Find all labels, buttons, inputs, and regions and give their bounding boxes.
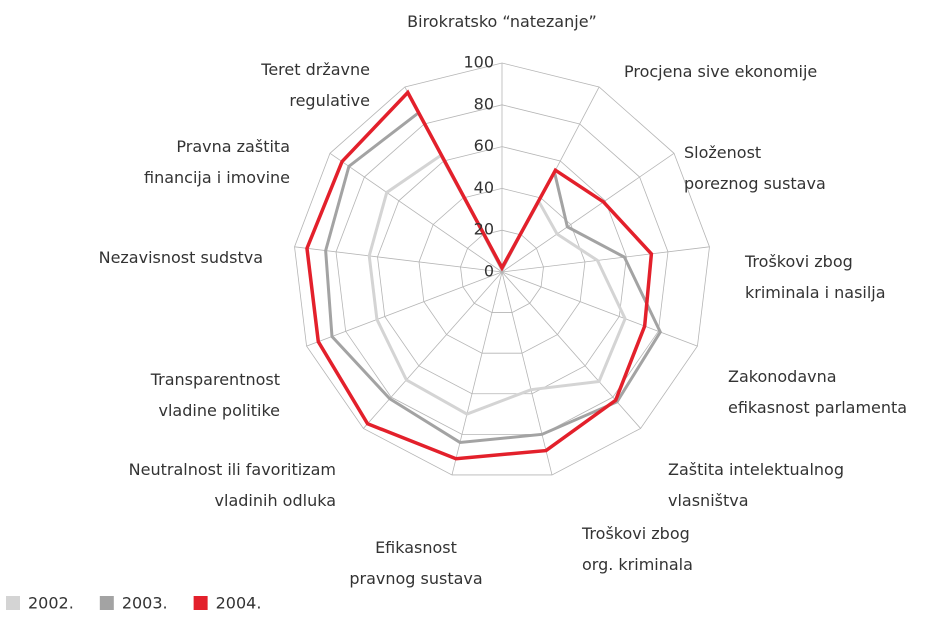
axis-label: Neutralnost ili favoritizam vladinih odlu… (129, 460, 336, 510)
axis-label: Nezavisnost sudstva (99, 248, 263, 267)
tick-label: 100 (463, 53, 494, 72)
spoke (451, 271, 503, 476)
tick-label: 80 (474, 94, 494, 113)
axis-label-line: Troškovi zbog (581, 524, 690, 543)
axis-label-line: pravnog sustava (349, 569, 482, 588)
spoke (329, 152, 503, 273)
spoke (501, 271, 553, 476)
axis-label-line: regulative (289, 91, 370, 110)
axis-label-line: efikasnost parlamenta (728, 398, 907, 417)
spoke (294, 246, 503, 273)
tick-label: 40 (474, 178, 494, 197)
axis-label-line: Transparentnost (150, 370, 280, 389)
legend-swatch (193, 596, 208, 610)
legend-label: 2004. (216, 594, 262, 613)
grid-ring (460, 229, 544, 313)
axis-label: Troškovi zbog kriminala i nasilja (744, 252, 886, 302)
axis-label: Pravna zaštita financija i imovine (144, 137, 290, 187)
axis-label-line: kriminala i nasilja (745, 283, 886, 302)
axis-label-line: Zakonodavna (728, 367, 837, 386)
axis-label-line: Birokratsko “natezanje” (407, 12, 597, 31)
axis-label-line: vladine politike (159, 401, 280, 420)
series-line (324, 110, 662, 445)
spoke (501, 152, 675, 273)
axis-label-line: financija i imovine (144, 168, 290, 187)
axis-label: Složenost poreznog sustava (684, 143, 826, 193)
axis-label: Transparentnost vladine politike (150, 370, 280, 420)
tick-label: 20 (474, 220, 494, 239)
axis-label-line: vladinih odluka (215, 491, 336, 510)
tick-label: 60 (474, 136, 494, 155)
spoke (501, 246, 710, 273)
spoke (501, 271, 641, 429)
axis-label: Teret državne regulative (260, 60, 370, 110)
axis-label-line: Nezavisnost sudstva (99, 248, 263, 267)
axis-label-line: vlasništva (668, 491, 749, 510)
series-line (305, 89, 654, 461)
tick-label: 0 (484, 262, 494, 281)
axis-label-line: Efikasnost (375, 538, 457, 557)
axis-label: Troškovi zbog org. kriminala (581, 524, 693, 574)
spoke (501, 271, 698, 347)
spoke (306, 271, 503, 347)
axis-label: Birokratsko “natezanje” (407, 12, 597, 31)
axis-label-line: Troškovi zbog (744, 252, 853, 271)
axis-label: Zaštita intelektualnog vlasništva (668, 460, 844, 510)
grid-ring (335, 104, 669, 435)
axis-label-line: Složenost (684, 143, 761, 162)
axis-label-line: Zaštita intelektualnog (668, 460, 844, 479)
legend-swatch (6, 596, 20, 610)
legend-label: 2003. (122, 594, 168, 613)
axis-label: Procjena sive ekonomije (624, 62, 817, 81)
spoke (363, 271, 503, 429)
axis-label-line: org. kriminala (582, 555, 693, 574)
series-line (367, 153, 627, 416)
axis-label-line: Neutralnost ili favoritizam (129, 460, 336, 479)
legend-swatch (99, 596, 114, 610)
legend-label: 2002. (28, 594, 74, 613)
axis-label: Efikasnost pravnog sustava (349, 538, 482, 588)
axis-label-line: Procjena sive ekonomije (624, 62, 817, 81)
axis-label: Zakonodavna efikasnost parlamenta (728, 367, 907, 417)
axis-label-line: Pravna zaštita (176, 137, 290, 156)
axis-label-line: poreznog sustava (684, 174, 826, 193)
grid-ring (294, 62, 710, 476)
axis-label-line: Teret državne (260, 60, 370, 79)
